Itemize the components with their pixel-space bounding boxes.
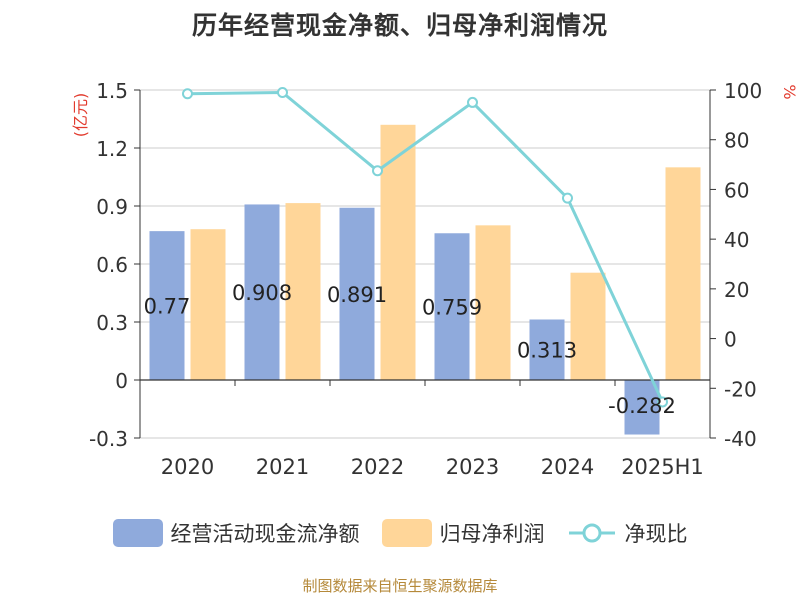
left-axis-tick-label: 1.5 — [96, 79, 128, 103]
ratio-point — [467, 96, 478, 108]
legend-label-net-cash-ratio: 净现比 — [624, 522, 688, 546]
bar-net-profit — [475, 225, 511, 380]
right-axis-unit: % — [780, 84, 799, 99]
data-label-operating-cash: 0.891 — [327, 283, 387, 307]
legend-label-operating-cash: 经营活动现金流净额 — [170, 522, 360, 546]
source-note: 制图数据来自恒生聚源数据库 — [302, 577, 498, 595]
x-axis-tick-label: 2024 — [541, 455, 594, 479]
bars — [149, 124, 701, 435]
ratio-point — [562, 192, 573, 204]
bar-operating-cash — [149, 231, 185, 380]
legend-item-net-cash-ratio[interactable]: 净现比 — [567, 518, 688, 548]
right-axis-tick-label: 0 — [724, 328, 737, 352]
x-axis-tick-label: 2021 — [256, 455, 309, 479]
ratio-point — [277, 86, 288, 98]
ratio-point — [372, 165, 383, 177]
x-axis-tick-label: 2025H1 — [621, 455, 704, 479]
x-axis-tick-label: 2022 — [351, 455, 404, 479]
bar-net-profit — [190, 229, 226, 380]
bar-operating-cash — [529, 319, 565, 380]
data-label-operating-cash: 0.759 — [422, 296, 482, 320]
tick-labels: -0.3 0 0.3 0.6 0.9 1.2 1.5 -40 -20 0 20 40 60 80 100 (亿… — [71, 79, 799, 479]
data-label-operating-cash: -0.282 — [608, 394, 676, 418]
axes — [134, 89, 716, 439]
ratio-point — [182, 88, 193, 100]
left-axis-tick-label: 0 — [115, 369, 128, 393]
right-axis-tick-label: 60 — [724, 178, 749, 202]
right-axis-tick-label: -20 — [724, 377, 757, 401]
legend-swatch-net-profit — [381, 519, 432, 547]
chart-title: 历年经营现金净额、归母净利润情况 — [191, 11, 608, 40]
bar-net-profit — [570, 272, 606, 380]
legend-line-marker-icon — [568, 523, 615, 543]
data-labels: 0.77 0.908 0.891 0.759 0.313 -0.282 — [144, 281, 676, 418]
left-axis-tick-label: 1.2 — [96, 137, 128, 161]
bar-operating-cash — [434, 233, 470, 380]
bar-operating-cash — [339, 207, 375, 380]
bar-operating-cash — [244, 204, 280, 380]
data-label-operating-cash: 0.313 — [517, 339, 577, 363]
legend-item-operating-cash[interactable]: 经营活动现金流净额 — [112, 518, 360, 548]
right-axis-tick-label: 20 — [724, 278, 749, 302]
legend: 经营活动现金流净额 归母净利润 净现比 — [0, 518, 800, 548]
right-axis-tick-label: 80 — [724, 129, 749, 153]
right-axis-tick-label: 100 — [724, 79, 762, 103]
bar-net-profit — [380, 124, 416, 380]
left-axis-tick-label: 0.6 — [96, 253, 128, 277]
left-axis-tick-label: -0.3 — [89, 427, 128, 451]
left-axis-tick-label: 0.9 — [96, 195, 128, 219]
bar-net-profit — [665, 167, 701, 380]
legend-item-net-profit[interactable]: 归母净利润 — [381, 518, 545, 548]
legend-swatch-operating-cash — [112, 519, 163, 547]
left-axis-unit: (亿元) — [71, 93, 90, 138]
right-axis-tick-label: 40 — [724, 228, 749, 252]
data-label-operating-cash: 0.908 — [232, 281, 292, 305]
bar-net-profit — [285, 203, 321, 380]
x-axis-tick-label: 2023 — [446, 455, 499, 479]
legend-label-net-profit: 归母净利润 — [439, 522, 545, 546]
ratio-line — [182, 86, 668, 408]
bar-operating-cash — [624, 380, 660, 435]
data-label-operating-cash: 0.77 — [144, 295, 191, 319]
right-axis-tick-label: -40 — [724, 427, 757, 451]
ratio-point — [657, 396, 668, 408]
left-axis-tick-label: 0.3 — [96, 311, 128, 335]
ratio-line-path — [187, 90, 664, 403]
x-axis-tick-label: 2020 — [161, 455, 214, 479]
